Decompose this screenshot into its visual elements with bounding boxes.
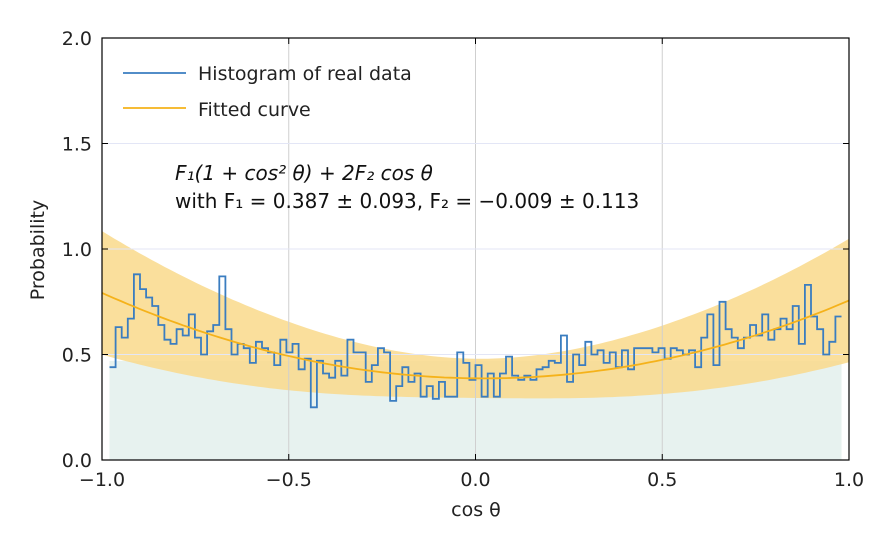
y-tick-label: 0.0 — [62, 450, 92, 472]
legend-label-histogram: Histogram of real data — [198, 63, 412, 85]
fit-parameters-annotation: with F₁ = 0.387 ± 0.093, F₂ = −0.009 ± 0… — [175, 189, 639, 213]
y-tick-label: 1.5 — [62, 134, 92, 156]
x-tick-label: 0.0 — [460, 469, 490, 491]
x-tick-label: 1.0 — [834, 469, 864, 491]
y-tick-label: 0.5 — [62, 345, 92, 367]
y-tick-label: 2.0 — [62, 28, 92, 50]
fit-curve-layer — [101, 292, 850, 380]
fit-curve — [101, 292, 850, 380]
y-tick-label: 1.0 — [62, 239, 92, 261]
x-tick-label: −0.5 — [266, 469, 312, 491]
formula-annotation: F₁(1 + cos² θ) + 2F₂ cos θ — [175, 161, 433, 185]
x-tick-label: −1.0 — [79, 469, 125, 491]
legend: Histogram of real data Fitted curve — [123, 63, 412, 121]
x-tick-label: 0.5 — [647, 469, 677, 491]
tick-layer: −1.0 −0.5 0.0 0.5 1.0 0.0 0.5 1.0 1.5 2.0 — [62, 28, 864, 491]
histogram-layer — [109, 273, 842, 409]
x-axis-label: cos θ — [451, 499, 501, 521]
y-axis-label: Probability — [27, 200, 49, 300]
grid-layer — [102, 38, 849, 460]
histogram-step-line — [109, 273, 842, 409]
legend-label-fit: Fitted curve — [198, 99, 311, 121]
